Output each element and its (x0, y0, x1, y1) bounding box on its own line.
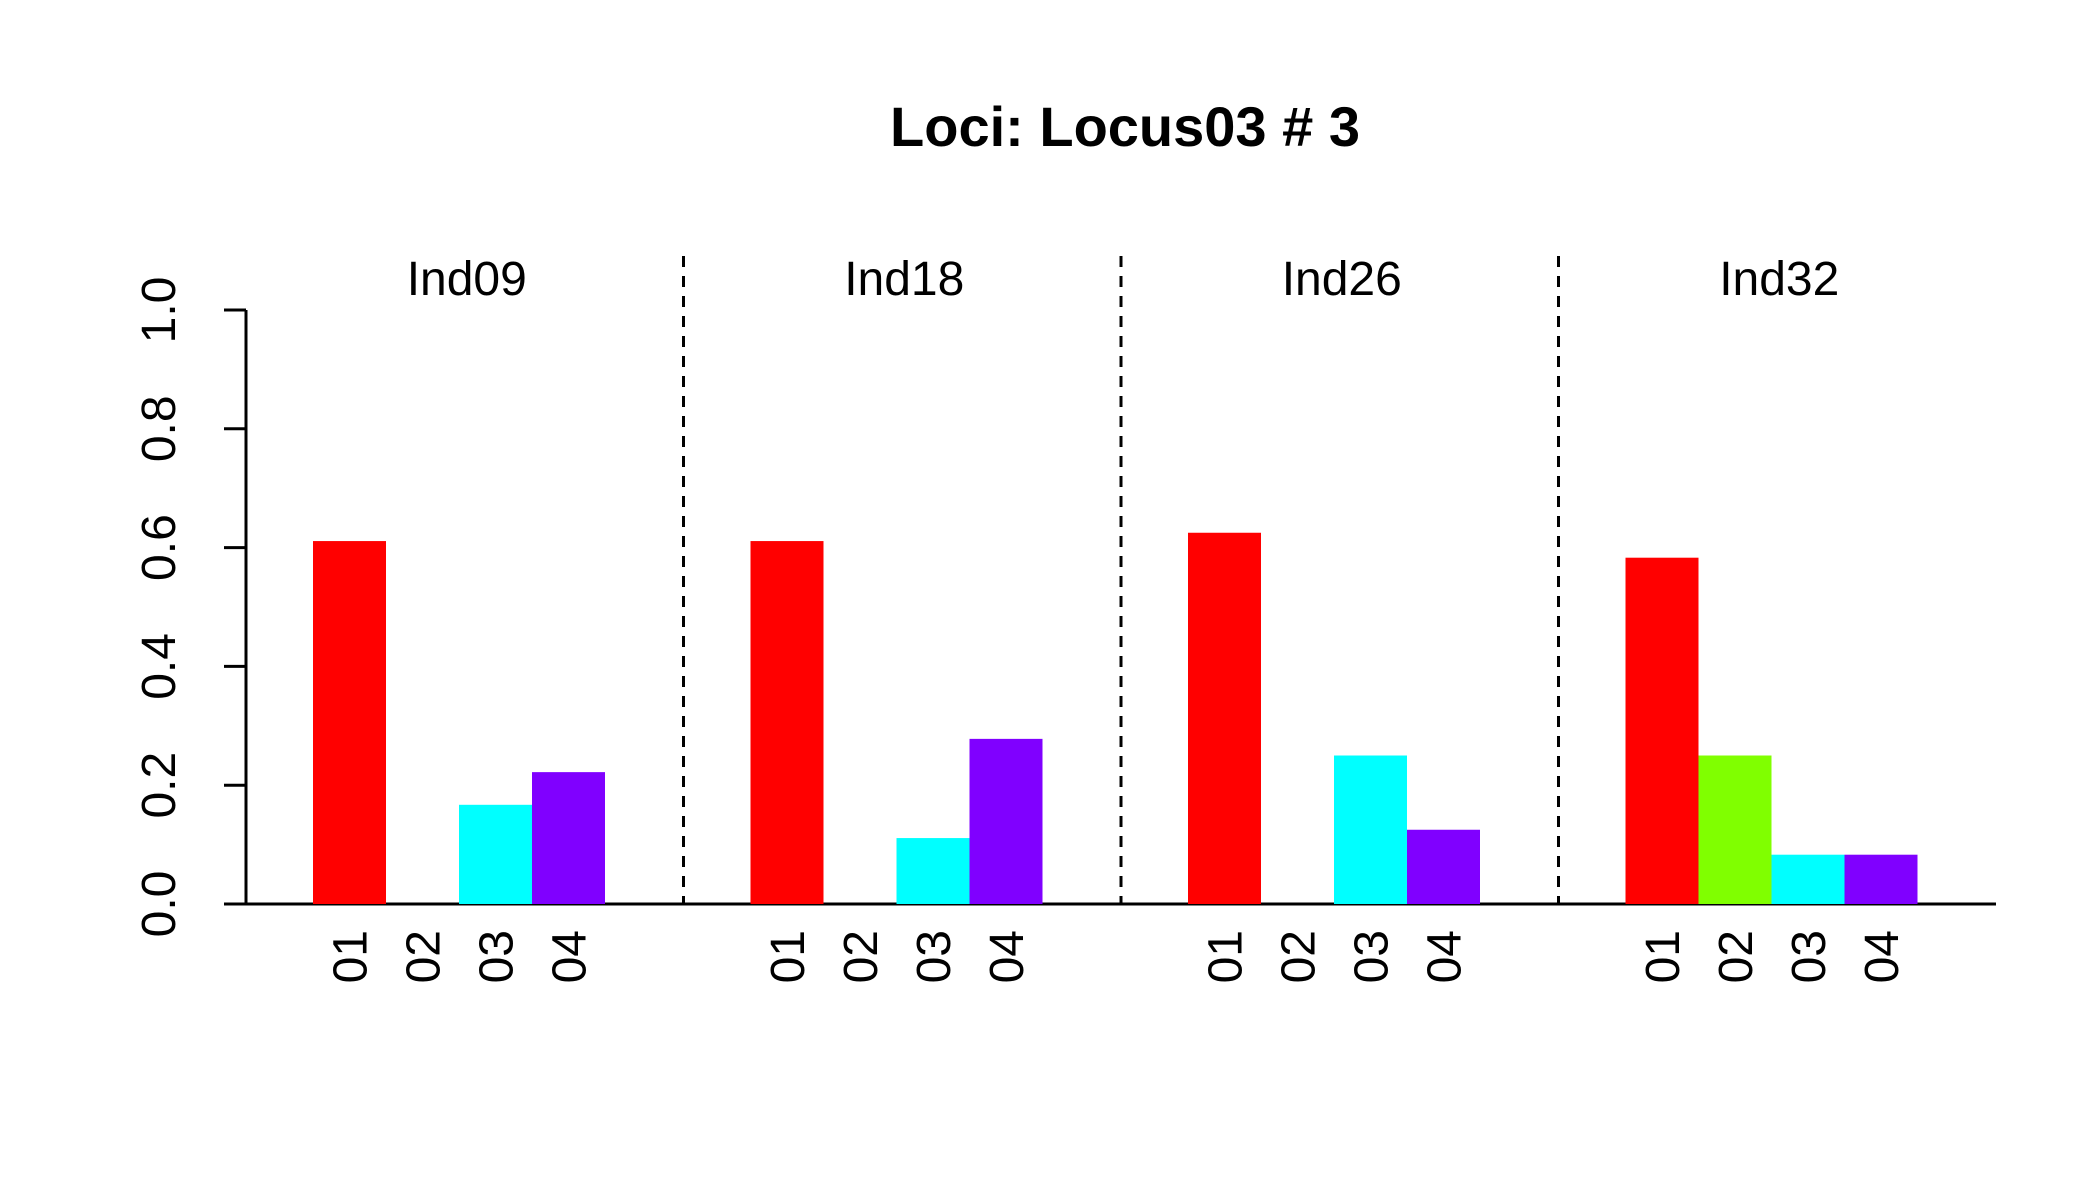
x-tick-label: 02 (1710, 930, 1763, 983)
bar-03 (1334, 755, 1407, 904)
panel-ind18: Ind18 01 02 03 04 (682, 253, 1043, 983)
x-tick-label: 03 (1783, 930, 1836, 983)
bar-04 (1407, 829, 1480, 904)
x-tick-label: 01 (1200, 930, 1253, 983)
y-tick-label: 0.8 (133, 395, 186, 462)
panel-label: Ind32 (1719, 253, 1839, 306)
x-tick-label: 04 (1419, 930, 1472, 983)
y-tick-label: 0.4 (133, 633, 186, 700)
x-tick-label: 01 (762, 930, 815, 983)
bar-04 (1844, 854, 1918, 904)
panel-label: Ind18 (844, 253, 964, 306)
x-tick-label: 02 (835, 930, 888, 983)
bar-01 (1188, 532, 1261, 904)
x-tick-label: 04 (1856, 930, 1909, 983)
bar-04 (969, 738, 1043, 904)
bar-01 (313, 541, 386, 904)
x-tick-label: 03 (471, 930, 524, 983)
x-tick-label: 02 (398, 930, 451, 983)
y-axis: 0.0 0.2 0.4 0.6 0.8 1.0 (133, 277, 248, 938)
panel-ind09: Ind09 01 02 03 04 (313, 253, 605, 983)
panel-label: Ind26 (1282, 253, 1402, 306)
panel-ind26: Ind26 01 02 03 04 (1119, 253, 1480, 983)
y-tick-label: 0.2 (133, 752, 186, 819)
panel-ind32: Ind32 01 02 03 04 (1557, 253, 1918, 983)
panel-label: Ind09 (407, 253, 527, 306)
bar-03 (459, 804, 532, 904)
x-tick-label: 02 (1273, 930, 1326, 983)
x-tick-label: 04 (544, 930, 597, 983)
x-tick-label: 01 (1637, 930, 1690, 983)
y-tick-label: 0.6 (133, 514, 186, 581)
bar-01 (1625, 557, 1699, 904)
bar-01 (750, 541, 824, 904)
x-tick-label: 03 (908, 930, 961, 983)
chart-title: Loci: Locus03 # 3 (890, 95, 1360, 158)
y-tick-label: 0.0 (133, 871, 186, 938)
bar-02 (1698, 755, 1772, 904)
x-tick-label: 04 (981, 930, 1034, 983)
bar-03 (1771, 854, 1845, 904)
bar-04 (532, 772, 605, 904)
y-tick-label: 1.0 (133, 277, 186, 344)
bar-03 (896, 838, 970, 904)
x-tick-label: 03 (1346, 930, 1399, 983)
x-tick-label: 01 (325, 930, 378, 983)
